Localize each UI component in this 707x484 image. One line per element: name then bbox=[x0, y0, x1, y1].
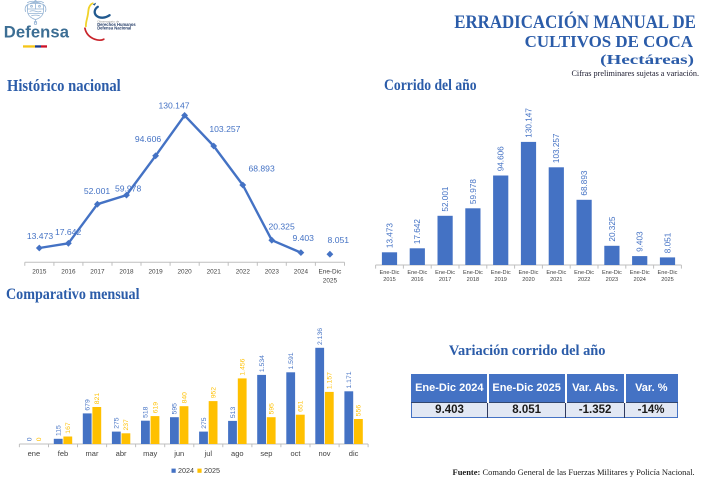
svg-text:1.456: 1.456 bbox=[240, 358, 247, 375]
svg-text:ene: ene bbox=[28, 449, 41, 458]
svg-text:Ene-Dic: Ene-Dic bbox=[463, 270, 483, 276]
svg-text:2025: 2025 bbox=[661, 277, 673, 283]
svg-text:59.978: 59.978 bbox=[469, 179, 478, 204]
svg-text:mar: mar bbox=[86, 449, 99, 458]
svg-text:2024: 2024 bbox=[294, 269, 309, 276]
svg-text:619: 619 bbox=[152, 402, 159, 414]
svg-text:275: 275 bbox=[114, 417, 121, 429]
svg-text:Ene-Dic: Ene-Dic bbox=[380, 270, 400, 276]
svg-text:dic: dic bbox=[349, 449, 359, 458]
svg-text:Ene-Dic: Ene-Dic bbox=[519, 270, 539, 276]
svg-text:2021: 2021 bbox=[550, 277, 562, 283]
svg-text:952: 952 bbox=[210, 387, 217, 399]
svg-text:Observatorio de: Observatorio de bbox=[97, 20, 119, 24]
svg-text:2024: 2024 bbox=[633, 277, 645, 283]
svg-text:556: 556 bbox=[356, 405, 363, 417]
svg-text:115: 115 bbox=[56, 425, 63, 436]
svg-text:jun: jun bbox=[173, 449, 184, 458]
svg-text:2025: 2025 bbox=[204, 466, 220, 475]
svg-text:2021: 2021 bbox=[207, 269, 222, 276]
svg-text:595: 595 bbox=[269, 403, 276, 415]
svg-text:2.136: 2.136 bbox=[317, 328, 324, 345]
svg-text:feb: feb bbox=[58, 449, 68, 458]
svg-text:Ene-Dic: Ene-Dic bbox=[602, 270, 622, 276]
svg-text:0: 0 bbox=[26, 437, 33, 441]
svg-text:2025: 2025 bbox=[323, 278, 338, 285]
svg-text:2019: 2019 bbox=[494, 277, 506, 283]
svg-text:oct: oct bbox=[290, 449, 301, 458]
svg-text:ago: ago bbox=[231, 449, 244, 458]
svg-text:59.978: 59.978 bbox=[115, 183, 142, 193]
svg-text:167: 167 bbox=[65, 422, 72, 434]
svg-text:679: 679 bbox=[85, 399, 92, 411]
svg-text:Defensa: Defensa bbox=[4, 23, 70, 42]
svg-text:Derechos Humanos: Derechos Humanos bbox=[97, 22, 136, 27]
svg-text:nov: nov bbox=[318, 449, 330, 458]
svg-text:2023: 2023 bbox=[606, 277, 618, 283]
svg-text:237: 237 bbox=[123, 419, 130, 431]
svg-text:130.147: 130.147 bbox=[524, 108, 533, 138]
svg-text:2020: 2020 bbox=[522, 277, 534, 283]
svg-text:13.473: 13.473 bbox=[27, 231, 54, 241]
svg-text:13.473: 13.473 bbox=[385, 223, 394, 248]
svg-text:2015: 2015 bbox=[32, 269, 47, 276]
svg-text:Ene-Dic: Ene-Dic bbox=[658, 270, 678, 276]
svg-text:may: may bbox=[143, 449, 157, 458]
svg-text:2017: 2017 bbox=[439, 277, 451, 283]
svg-text:8.051: 8.051 bbox=[328, 235, 350, 245]
svg-text:Ene-Dic: Ene-Dic bbox=[630, 270, 650, 276]
svg-text:abr: abr bbox=[116, 449, 127, 458]
svg-text:2022: 2022 bbox=[578, 277, 590, 283]
svg-text:518: 518 bbox=[143, 406, 150, 418]
svg-text:1.591: 1.591 bbox=[288, 352, 295, 369]
svg-text:94.606: 94.606 bbox=[135, 134, 162, 144]
svg-text:130.147: 130.147 bbox=[158, 100, 189, 110]
svg-text:2024: 2024 bbox=[178, 466, 194, 475]
svg-text:20.325: 20.325 bbox=[268, 222, 295, 232]
svg-text:9.403: 9.403 bbox=[292, 233, 314, 243]
svg-text:513: 513 bbox=[230, 407, 237, 419]
svg-text:2018: 2018 bbox=[119, 269, 134, 276]
svg-text:52.001: 52.001 bbox=[441, 186, 450, 211]
svg-text:2022: 2022 bbox=[236, 269, 251, 276]
svg-text:103.257: 103.257 bbox=[209, 124, 240, 134]
svg-text:1.534: 1.534 bbox=[259, 355, 266, 372]
svg-text:8.051: 8.051 bbox=[663, 232, 672, 253]
svg-text:52.001: 52.001 bbox=[84, 186, 111, 196]
svg-text:821: 821 bbox=[94, 393, 101, 405]
svg-text:595: 595 bbox=[172, 403, 179, 415]
svg-text:2016: 2016 bbox=[411, 277, 423, 283]
svg-text:Ene-Dic: Ene-Dic bbox=[319, 269, 343, 276]
svg-text:0: 0 bbox=[36, 437, 43, 441]
svg-text:Ene-Dic: Ene-Dic bbox=[546, 270, 566, 276]
svg-text:68.893: 68.893 bbox=[248, 163, 275, 173]
svg-text:275: 275 bbox=[201, 417, 208, 429]
svg-text:1.157: 1.157 bbox=[327, 372, 334, 389]
svg-text:9.403: 9.403 bbox=[636, 231, 645, 252]
svg-text:17.642: 17.642 bbox=[55, 227, 82, 237]
svg-text:20.325: 20.325 bbox=[608, 216, 617, 241]
svg-text:2015: 2015 bbox=[383, 277, 395, 283]
svg-text:Ene-Dic: Ene-Dic bbox=[574, 270, 594, 276]
svg-text:2019: 2019 bbox=[148, 269, 163, 276]
svg-text:1.171: 1.171 bbox=[346, 371, 353, 388]
svg-text:17.642: 17.642 bbox=[413, 219, 422, 244]
svg-text:840: 840 bbox=[181, 392, 188, 404]
svg-text:68.893: 68.893 bbox=[580, 170, 589, 195]
svg-text:2018: 2018 bbox=[467, 277, 479, 283]
svg-text:2023: 2023 bbox=[265, 269, 280, 276]
svg-text:651: 651 bbox=[298, 400, 305, 412]
svg-text:Ene-Dic: Ene-Dic bbox=[435, 270, 455, 276]
svg-text:94.606: 94.606 bbox=[497, 146, 506, 171]
svg-text:jul: jul bbox=[204, 449, 213, 458]
svg-text:Ene-Dic: Ene-Dic bbox=[407, 270, 427, 276]
svg-text:Ene-Dic: Ene-Dic bbox=[491, 270, 511, 276]
svg-text:sep: sep bbox=[260, 449, 272, 458]
svg-text:Defensa Nacional: Defensa Nacional bbox=[97, 26, 131, 31]
svg-text:2017: 2017 bbox=[90, 269, 105, 276]
svg-text:103.257: 103.257 bbox=[552, 133, 561, 163]
svg-text:2016: 2016 bbox=[61, 269, 76, 276]
svg-text:2020: 2020 bbox=[177, 269, 192, 276]
